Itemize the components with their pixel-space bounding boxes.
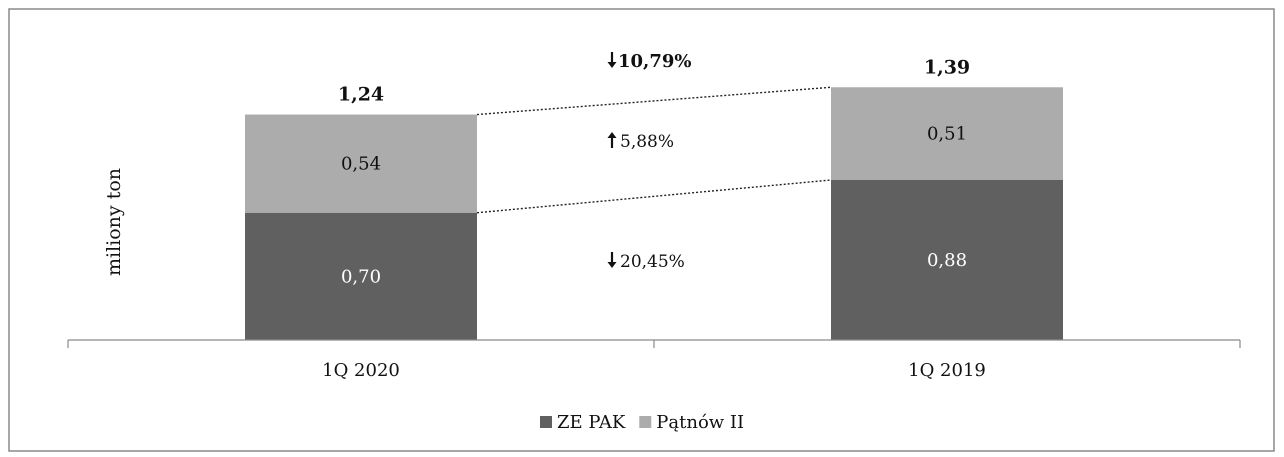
- data-label-ze-pak-1q-2020: 0,70: [341, 266, 381, 287]
- x-tick-label-1q-2020: 1Q 2020: [322, 360, 400, 381]
- arrow-down-icon: [607, 252, 617, 268]
- data-label-p-tn-w-ii-1q-2019: 0,51: [927, 124, 967, 145]
- bar-p-tn-w-ii-1q-2020: [245, 114, 477, 213]
- bar-ze-pak-1q-2019: [831, 180, 1063, 340]
- change-annotation-1: 10,79%: [607, 51, 691, 72]
- legend-swatch: [639, 416, 652, 428]
- y-axis-label: miliony ton: [103, 168, 125, 276]
- arrow-down-icon: [607, 52, 617, 68]
- connector-ze-pak: [476, 179, 832, 214]
- legend-item-ze-pak: ZE PAK: [540, 412, 626, 433]
- change-annotation-text: 20,45%: [620, 252, 685, 272]
- legend-label: Pątnów II: [656, 412, 744, 433]
- labels-group: 0,70 0,54 1,24 0,88 0,51 1,39: [338, 56, 970, 287]
- data-label-p-tn-w-ii-1q-2020: 0,54: [341, 154, 381, 175]
- total-label-1q-2019: 1,39: [924, 56, 970, 78]
- x-tick-label-1q-2019: 1Q 2019: [908, 360, 986, 381]
- legend-item-p-tn-w-ii: Pątnów II: [639, 412, 744, 433]
- bars-group: [245, 87, 1063, 340]
- connector-total: [476, 86, 832, 116]
- legend-swatch: [540, 416, 552, 428]
- data-label-ze-pak-1q-2019: 0,88: [927, 250, 967, 271]
- change-annotations: 10,79% 5,88% 20,45%: [607, 51, 691, 272]
- change-annotation-3: 20,45%: [607, 252, 685, 272]
- chart-frame: [8, 8, 1275, 452]
- change-annotation-text: 5,88%: [620, 132, 674, 152]
- legend: ZE PAK Pątnów II: [540, 412, 744, 433]
- bar-ze-pak-1q-2020: [245, 212, 477, 340]
- bar-p-tn-w-ii-1q-2019: [831, 87, 1063, 180]
- change-annotation-2: 5,88%: [607, 132, 674, 152]
- change-annotation-text: 10,79%: [618, 51, 691, 72]
- connectors-group: [476, 86, 832, 214]
- legend-label: ZE PAK: [557, 412, 626, 433]
- arrow-up-icon: [607, 132, 617, 148]
- category-labels: 1Q 2020 1Q 2019: [322, 360, 986, 381]
- total-label-1q-2020: 1,24: [338, 84, 384, 106]
